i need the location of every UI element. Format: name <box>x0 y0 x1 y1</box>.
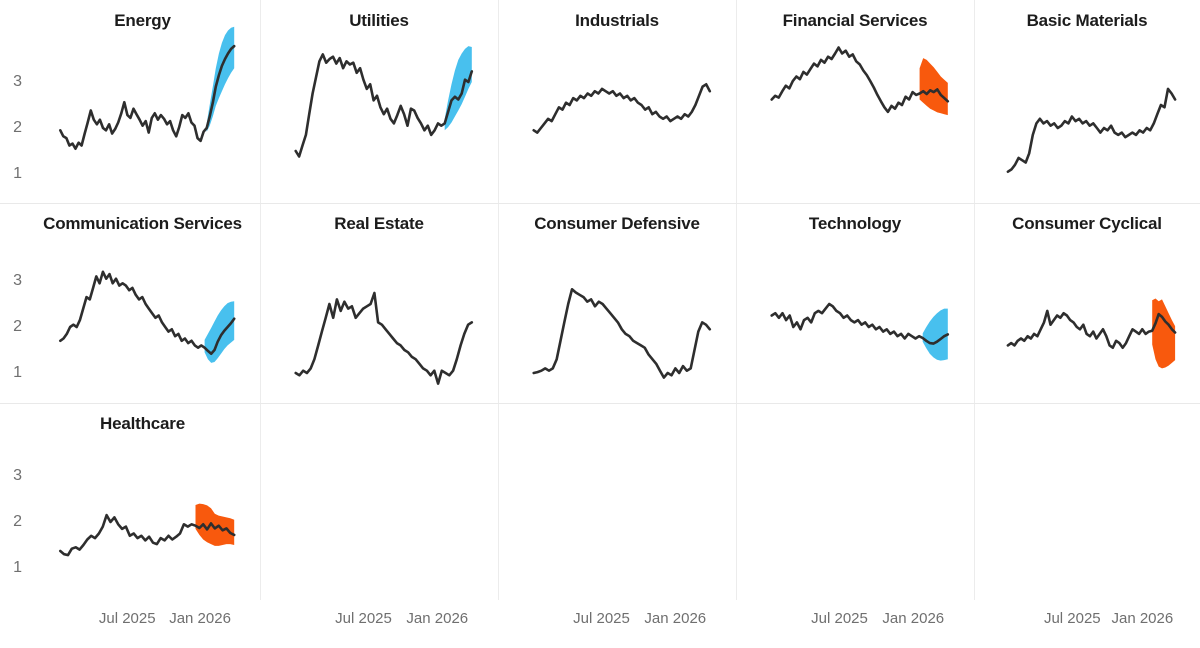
x-axis-tick-label: Jul 2025 <box>98 610 156 627</box>
x-axis-tick-label: Jul 2025 <box>811 610 868 627</box>
history-line <box>1006 309 1177 349</box>
facet-separator-vertical <box>973 0 975 600</box>
facet-title: Technology <box>808 214 902 233</box>
facet-title: Financial Services <box>782 11 928 30</box>
facet-title: Healthcare <box>100 414 185 433</box>
facet-chart <box>294 46 474 158</box>
x-axis-tick-label: Jan 2026 <box>644 610 707 627</box>
facet-title: Consumer Cyclical <box>1012 214 1162 233</box>
y-axis-tick-label: 3 <box>13 73 22 90</box>
facet-title: Consumer Defensive <box>534 214 700 233</box>
facet-title: Energy <box>114 11 171 30</box>
facet-chart <box>58 270 236 363</box>
facet-chart <box>770 46 950 116</box>
forecast-band <box>1152 298 1176 369</box>
facet-financial-services: Financial Services <box>736 0 974 203</box>
forecast-band <box>919 58 948 116</box>
facet-chart <box>532 288 712 379</box>
y-axis-tick-label: 2 <box>13 318 22 335</box>
facet-separator-horizontal <box>0 202 1200 204</box>
history-line <box>58 513 236 557</box>
facet-separator-vertical <box>259 0 261 600</box>
x-axis-tick-label: Jan 2026 <box>882 610 945 627</box>
facet-separator-vertical <box>497 0 499 600</box>
x-axis-tick-label: Jan 2026 <box>1111 610 1174 627</box>
y-axis-tick-label: 2 <box>13 513 22 530</box>
facet-chart <box>58 26 236 150</box>
x-axis-tick-label: Jul 2025 <box>335 610 392 627</box>
x-axis-tick-label: Jan 2026 <box>169 610 231 627</box>
facet-separator-horizontal <box>0 402 1200 404</box>
history-line <box>294 291 474 385</box>
facet-healthcare: Healthcare <box>25 403 260 600</box>
facet-utilities: Utilities <box>260 0 498 203</box>
facet-industrials: Industrials <box>498 0 736 203</box>
history-line <box>58 44 236 150</box>
y-axis-tick-label: 1 <box>13 364 22 381</box>
forecast-band <box>444 46 472 131</box>
history-line <box>532 83 712 134</box>
facet-title: Communication Services <box>43 214 242 233</box>
y-axis-tick-label: 1 <box>13 559 22 576</box>
facet-title: Utilities <box>349 11 409 30</box>
history-line <box>770 46 950 114</box>
history-line <box>770 302 950 345</box>
y-axis-tick-label: 3 <box>13 272 22 289</box>
x-axis-tick-label: Jul 2025 <box>1043 610 1101 627</box>
y-axis-tick-label: 1 <box>13 165 22 182</box>
facet-real-estate: Real Estate <box>260 203 498 403</box>
history-line <box>532 288 712 379</box>
y-axis-tick-label: 3 <box>13 467 22 484</box>
facet-technology: Technology <box>736 203 974 403</box>
facet-title: Industrials <box>575 11 659 30</box>
facet-separator-vertical <box>735 0 737 600</box>
facet-chart <box>58 503 236 557</box>
facet-chart <box>1006 298 1177 369</box>
facet-chart <box>1006 87 1177 173</box>
facet-chart <box>294 291 474 385</box>
history-line <box>58 270 236 355</box>
forecast-band <box>922 308 948 361</box>
facet-chart <box>532 83 712 134</box>
facet-consumer-cyclical: Consumer Cyclical <box>974 203 1200 403</box>
facet-title: Basic Materials <box>1026 11 1148 30</box>
facet-title: Real Estate <box>334 214 424 233</box>
facet-basic-materials: Basic Materials <box>974 0 1200 203</box>
facet-chart <box>770 302 950 361</box>
facet-energy: Energy <box>25 0 260 203</box>
history-line <box>294 53 474 158</box>
facet-communication-services: Communication Services <box>25 203 260 403</box>
forecast-band <box>204 301 235 363</box>
x-axis-tick-label: Jan 2026 <box>406 610 469 627</box>
history-line <box>1006 87 1177 173</box>
facet-consumer-defensive: Consumer Defensive <box>498 203 736 403</box>
y-axis-tick-label: 2 <box>13 119 22 136</box>
x-axis-tick-label: Jul 2025 <box>573 610 630 627</box>
forecast-band <box>195 503 235 546</box>
